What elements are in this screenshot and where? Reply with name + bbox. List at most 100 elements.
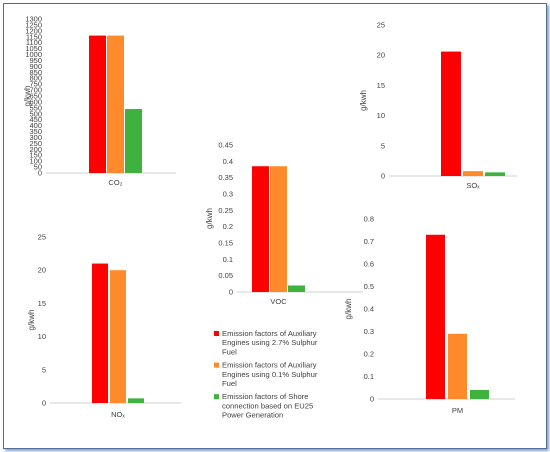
category-label: VOC xyxy=(270,297,287,306)
y-tick-label: 750 xyxy=(29,80,42,89)
bar-series-1 xyxy=(441,51,461,176)
legend-label: Emission factors of Auxiliary xyxy=(222,361,317,370)
y-tick-label: 300 xyxy=(29,133,42,142)
y-tick-label: 0.3 xyxy=(223,190,233,199)
bar-series-1 xyxy=(92,263,108,403)
y-tick-label: 0.8 xyxy=(364,215,374,224)
y-tick-label: 0.2 xyxy=(364,350,374,359)
y-tick-label: 550 xyxy=(29,103,42,112)
y-tick-label: 50 xyxy=(34,163,42,172)
y-tick-label: 0.5 xyxy=(364,282,374,291)
bar-series-3 xyxy=(288,285,305,292)
chart-1: 0 5 10 15 20 25 g/kwh SOₓ xyxy=(359,21,517,190)
y-tick-label: 1000 xyxy=(25,50,42,59)
y-tick-label: 5 xyxy=(42,365,46,374)
y-tick-label: 1050 xyxy=(25,44,42,53)
y-tick-label: 15 xyxy=(377,81,385,90)
y-tick-label: 450 xyxy=(29,115,42,124)
y-tick-label: 0.1 xyxy=(364,372,374,381)
y-tick-label: 20 xyxy=(377,51,385,60)
legend-label: Fuel xyxy=(222,347,237,356)
legend-swatch xyxy=(214,362,219,368)
y-tick-label: 600 xyxy=(29,97,42,106)
bar-series-3 xyxy=(470,390,489,399)
category-label: CO₂ xyxy=(108,178,122,187)
y-tick-label: 0.25 xyxy=(218,206,233,215)
bar-series-3 xyxy=(485,172,505,176)
y-tick-label: 0.45 xyxy=(218,141,233,150)
y-tick-label: 850 xyxy=(29,68,42,77)
y-axis-label: g/kwh xyxy=(344,299,353,320)
y-tick-label: 0 xyxy=(42,399,46,408)
bar-series-2 xyxy=(270,166,287,292)
legend-label: Fuel xyxy=(222,379,237,388)
y-tick-label: 0.05 xyxy=(218,271,233,280)
legend-swatch xyxy=(214,331,219,336)
legend-label: connection based on EU25 xyxy=(222,401,313,410)
y-tick-label: 0.35 xyxy=(218,173,233,182)
chart-3: 0 5 10 15 20 25 g/kwh NOₓ xyxy=(27,233,181,419)
y-tick-label: 0.7 xyxy=(364,237,374,246)
y-tick-label: 1250 xyxy=(25,20,42,29)
y-tick-label: 500 xyxy=(29,109,42,118)
y-tick-label: 20 xyxy=(38,266,46,275)
y-tick-label: 250 xyxy=(29,139,42,148)
legend-label: Engines using 2.7% Sulphur xyxy=(222,338,318,347)
legend-swatch xyxy=(214,394,219,400)
bar-series-2 xyxy=(463,171,483,176)
y-tick-label: 25 xyxy=(38,233,46,242)
y-tick-label: 0.4 xyxy=(223,157,233,166)
y-tick-label: 200 xyxy=(29,145,42,154)
y-tick-label: 350 xyxy=(29,127,42,136)
y-tick-label: 0.3 xyxy=(364,327,374,336)
y-tick-label: 10 xyxy=(377,111,385,120)
bar-series-1 xyxy=(426,234,445,399)
y-tick-label: 0.2 xyxy=(223,222,233,231)
y-tick-label: 700 xyxy=(29,86,42,95)
y-tick-label: 0 xyxy=(370,395,374,404)
y-tick-label: 1100 xyxy=(26,38,42,47)
y-tick-label: 400 xyxy=(29,121,42,130)
y-axis-label: g/kwh xyxy=(23,86,32,107)
y-axis-label: g/kwh xyxy=(27,310,36,331)
y-tick-label: 0 xyxy=(38,169,42,178)
y-tick-label: 0 xyxy=(229,288,233,297)
bar-series-2 xyxy=(107,35,124,174)
bar-series-3 xyxy=(125,109,142,173)
y-tick-label: 0.1 xyxy=(223,255,233,264)
y-tick-label: 900 xyxy=(29,62,42,71)
y-tick-label: 10 xyxy=(38,332,46,341)
legend-label: Engines using 0.1% Sulphur xyxy=(222,370,318,379)
chart-2: 0 0.05 0.1 0.15 0.2 0.25 0.3 0.35 0.4 0.45 g/kwh VO… xyxy=(205,141,363,306)
y-tick-label: 1300 xyxy=(25,15,42,24)
category-label: PM xyxy=(452,406,463,415)
y-tick-label: 950 xyxy=(29,56,42,65)
y-axis-label: g/kwh xyxy=(205,208,214,229)
y-tick-label: 25 xyxy=(377,21,385,30)
y-tick-label: 0.6 xyxy=(364,260,374,269)
y-tick-label: 5 xyxy=(381,141,385,150)
y-tick-label: 100 xyxy=(29,157,42,166)
y-tick-label: 150 xyxy=(29,151,42,160)
bar-series-2 xyxy=(110,270,126,403)
y-tick-label: 1150 xyxy=(26,32,42,41)
y-tick-label: 650 xyxy=(29,92,42,101)
legend-label: Power Generation xyxy=(222,411,283,420)
bar-series-1 xyxy=(89,35,106,174)
category-label: NOₓ xyxy=(111,410,125,419)
y-axis-label: g/kwh xyxy=(359,90,368,111)
legend-label: Emission factors of Shore xyxy=(222,392,309,401)
bar-series-1 xyxy=(252,166,269,292)
y-tick-label: 0 xyxy=(381,172,385,181)
bar-series-3 xyxy=(128,398,144,403)
category-label: SOₓ xyxy=(466,181,480,190)
y-tick-label: 15 xyxy=(38,299,46,308)
legend-label: Emission factors of Auxiliary xyxy=(222,329,317,338)
y-tick-label: 0.4 xyxy=(364,305,374,314)
chart-4: 0 0.1 0.2 0.3 0.4 0.5 0.6 0.7 0.8 g/kwh PM xyxy=(344,215,515,415)
